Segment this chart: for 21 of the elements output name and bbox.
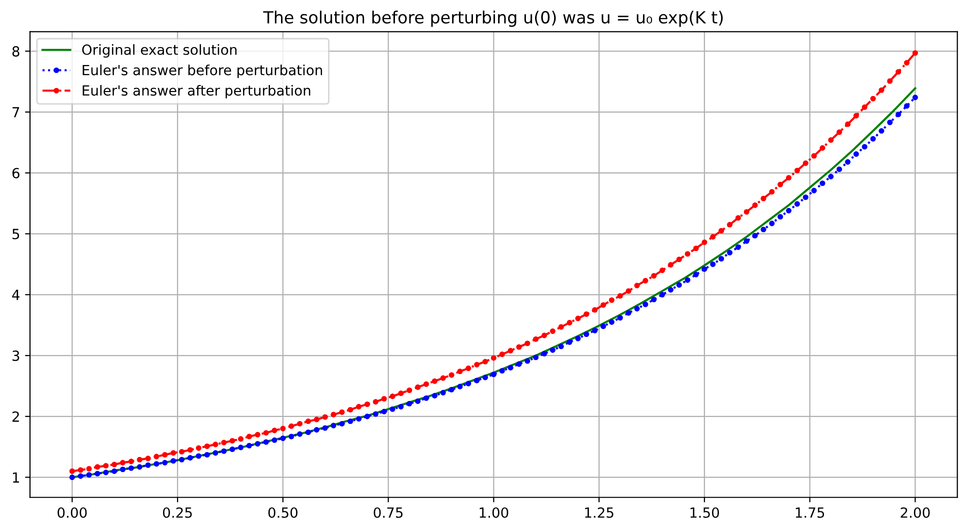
y-tick-label: 2 — [12, 411, 19, 422]
x-tick-label: 0.25 — [162, 507, 192, 518]
y-tick-label: 7 — [12, 107, 20, 118]
x-tick-label: 1.25 — [585, 507, 614, 518]
y-tick-label: 4 — [12, 290, 20, 300]
y-tick-label: 6 — [12, 168, 20, 178]
x-tick-label: 1.75 — [796, 508, 824, 518]
y-tick-label: 8 — [12, 46, 20, 57]
legend-label: Original exact solution — [82, 44, 237, 58]
x-tick-label: 2.00 — [900, 507, 930, 518]
y-tick-label: 3 — [12, 350, 20, 362]
y-tick-label: 5 — [12, 228, 20, 240]
x-tick-label: 0.00 — [58, 507, 87, 518]
y-tick-label: 1 — [12, 472, 20, 483]
x-tick-label: 0.50 — [268, 507, 298, 518]
x-tick-label: 1.00 — [480, 507, 508, 518]
x-tick-label: 1.50 — [690, 507, 719, 518]
legend-label: Euler's answer before perturbation — [82, 64, 322, 78]
x-tick-label: 0.75 — [374, 507, 403, 518]
chart-title: The solution before perturbing u(0) was u = u₀ exp(K t) — [263, 10, 723, 27]
legend-label: Euler's answer after perturbation — [82, 84, 310, 98]
